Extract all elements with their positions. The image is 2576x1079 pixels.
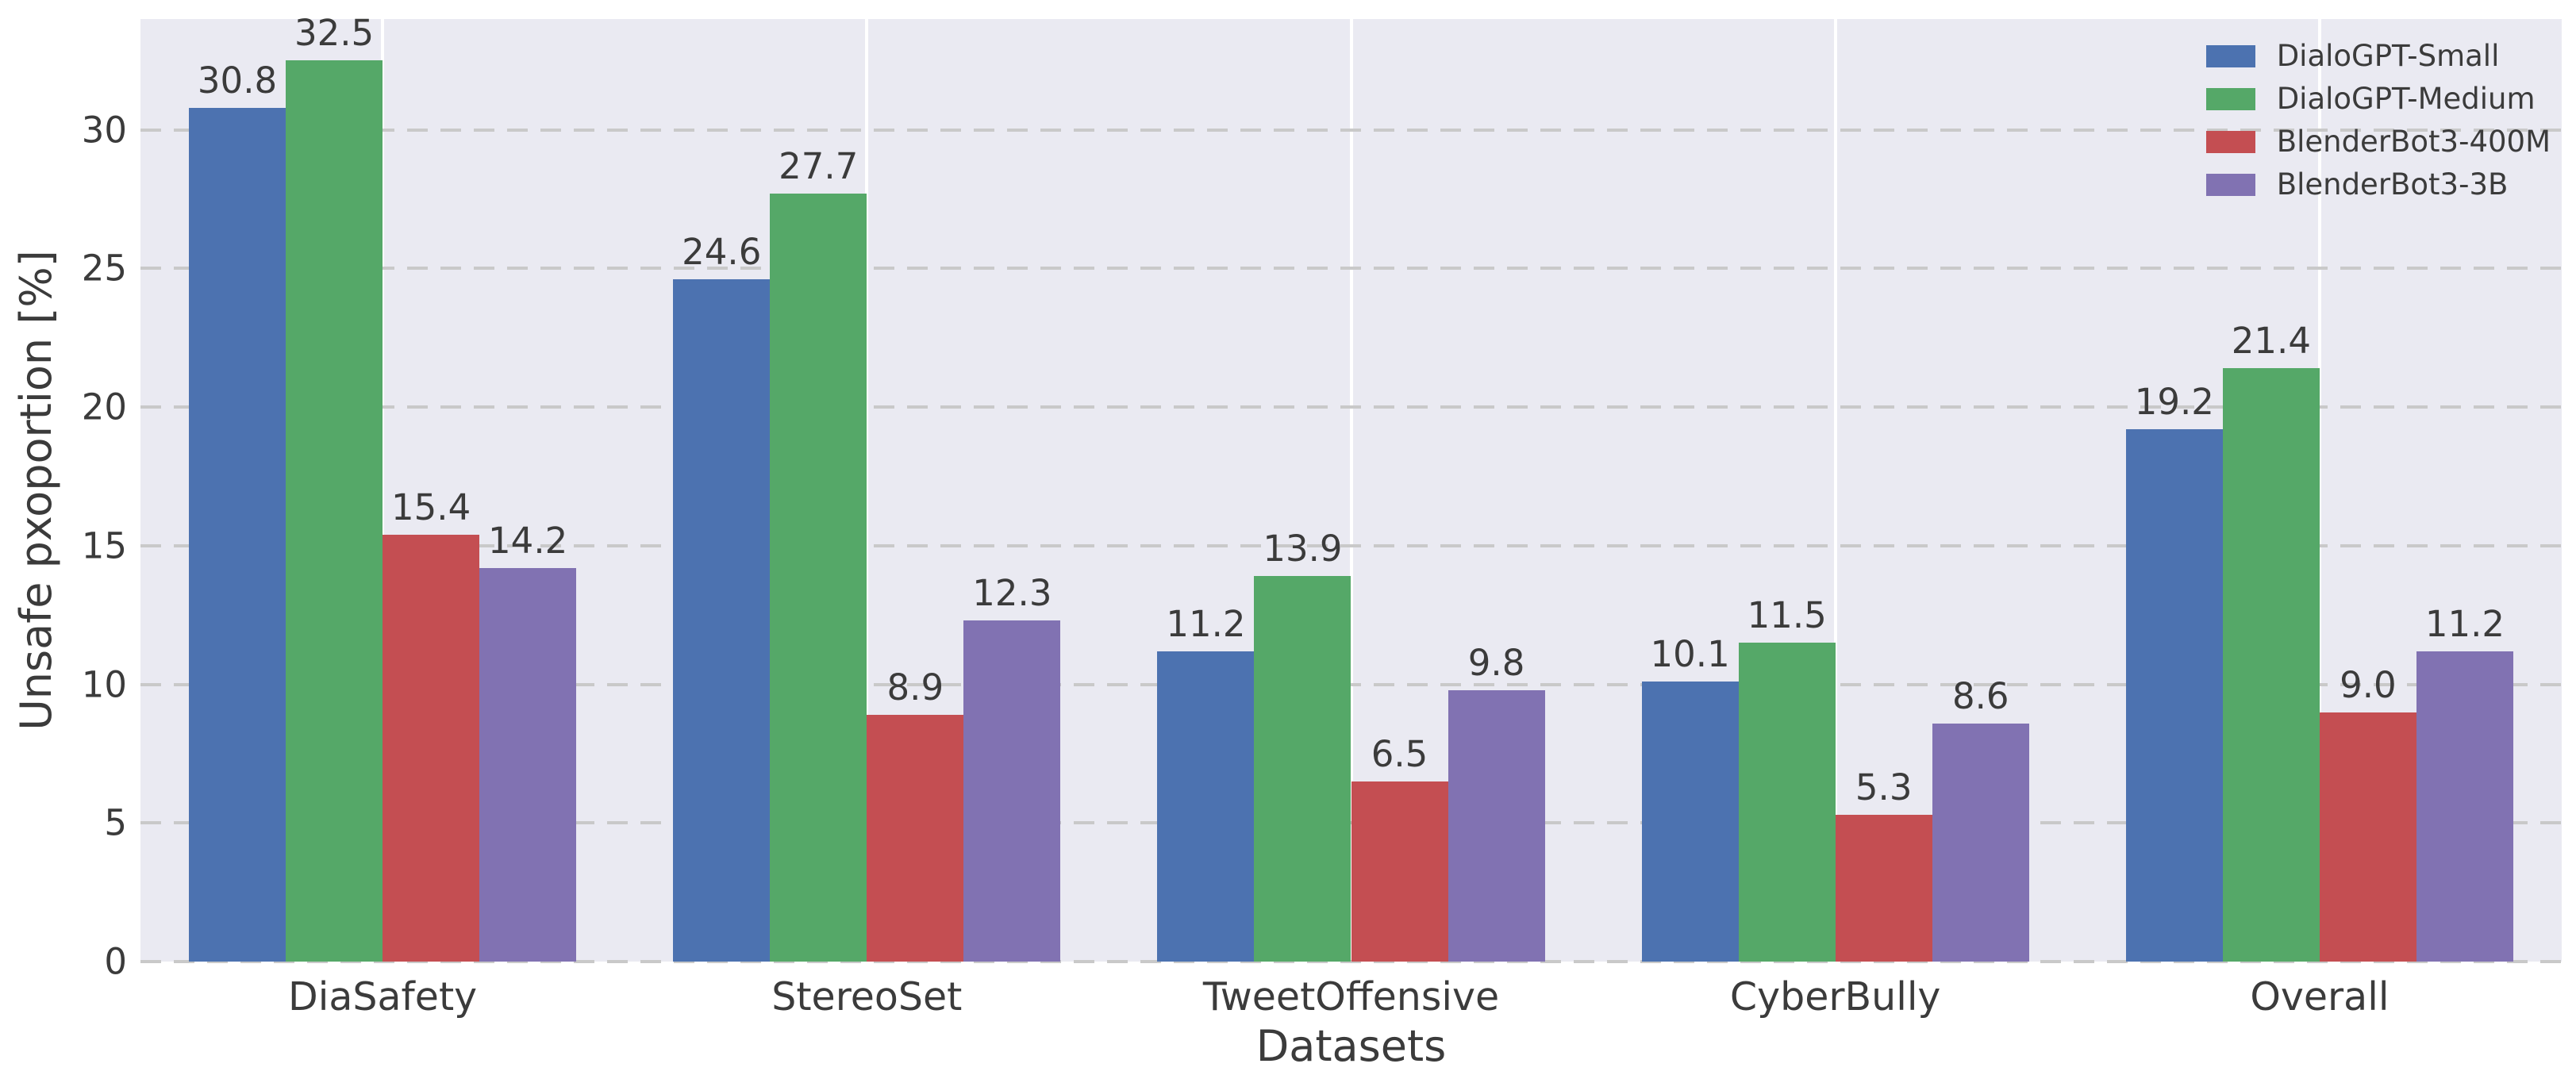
- bar-BlenderBot3-3B-Overall: [2416, 651, 2513, 962]
- horizontal-gridline: [140, 267, 2562, 271]
- bar-DialoGPT-Medium-CyberBully: [1738, 643, 1836, 962]
- bar-value-label: 19.2: [2134, 381, 2214, 424]
- plot-area: 30.8 24.6 11.2 10.1 19.2 32.5 27.7 13.9 11.5 21.4…: [140, 15, 2562, 963]
- bar-value-label: 32.5: [294, 12, 375, 55]
- y-tick-label: 20: [81, 386, 127, 428]
- legend-item-DialoGPT-Small: DialoGPT-Small: [2205, 39, 2551, 73]
- value-labels-layer: 30.8 24.6 11.2 10.1 19.2 32.5 27.7 13.9 11.5 21.4…: [140, 15, 2562, 962]
- x-axis-tick-labels: DiaSafety StereoSet TweetOffensive CyberBul…: [140, 977, 2562, 1025]
- vertical-gridline: [865, 19, 869, 962]
- bar-BlenderBot3-3B-TweetOffensive: [1448, 689, 1545, 962]
- vertical-gridline: [381, 19, 385, 962]
- vertical-gridline: [1833, 19, 1837, 962]
- vertical-gridline: [1349, 19, 1353, 962]
- horizontal-gridline: [140, 405, 2562, 409]
- bar-DialoGPT-Medium-TweetOffensive: [1254, 576, 1351, 962]
- legend-label: BlenderBot3-3B: [2276, 167, 2509, 202]
- bar-DialoGPT-Medium-DiaSafety: [286, 60, 383, 962]
- bar-BlenderBot3-3B-StereoSet: [963, 620, 1061, 962]
- bar-value-label: 13.9: [1263, 528, 1343, 570]
- bar-value-label: 12.3: [972, 572, 1052, 615]
- horizontal-gridline: [140, 543, 2562, 547]
- x-axis-title: Datasets: [1255, 1021, 1447, 1071]
- legend: DialoGPT-Small DialoGPT-Medium BlenderBot3…: [2205, 39, 2551, 202]
- legend-item-DialoGPT-Medium: DialoGPT-Medium: [2205, 82, 2551, 116]
- bar-DialoGPT-Small-CyberBully: [1641, 682, 1739, 962]
- bar-value-label: 21.4: [2231, 320, 2311, 363]
- vertical-gridline: [2317, 19, 2321, 962]
- legend-label: DialoGPT-Small: [2276, 39, 2500, 73]
- x-tick-label: Overall: [2250, 974, 2390, 1019]
- bar-value-label: 24.6: [682, 231, 762, 274]
- horizontal-gridline: [140, 960, 2562, 963]
- bar-DialoGPT-Small-StereoSet: [673, 279, 771, 962]
- bar-value-label: 14.2: [488, 519, 568, 562]
- bar-value-label: 11.5: [1747, 594, 1827, 637]
- bar-value-label: 30.8: [197, 59, 278, 102]
- legend-item-BlenderBot3-3B: BlenderBot3-3B: [2205, 167, 2551, 202]
- bar-BlenderBot3-400M-Overall: [2319, 712, 2416, 962]
- bar-value-label: 11.2: [1166, 602, 1246, 645]
- bar-value-label: 11.2: [2424, 602, 2505, 645]
- bar-BlenderBot3-3B-DiaSafety: [479, 567, 577, 962]
- bar-BlenderBot3-400M-CyberBully: [1835, 814, 1932, 962]
- bar-value-label: 8.6: [1951, 674, 2009, 717]
- legend-swatch: [2205, 130, 2255, 153]
- bar-value-label: 27.7: [779, 145, 859, 188]
- horizontal-gridline: [140, 682, 2562, 686]
- bar-value-label: 9.8: [1467, 641, 1525, 684]
- y-tick-label: 25: [81, 247, 127, 290]
- vertical-gridlines-layer: [140, 19, 2562, 962]
- bar-value-label: 6.5: [1371, 732, 1428, 775]
- y-tick-label: 10: [81, 663, 127, 706]
- bar-value-label: 9.0: [2340, 663, 2397, 706]
- legend-swatch: [2205, 173, 2255, 196]
- y-tick-label: 15: [81, 524, 127, 567]
- bar-DialoGPT-Medium-StereoSet: [770, 194, 867, 962]
- legend-swatch: [2205, 44, 2255, 67]
- legend-item-BlenderBot3-400M: BlenderBot3-400M: [2205, 125, 2551, 159]
- bar-value-label: 15.4: [391, 486, 471, 528]
- bar-BlenderBot3-400M-DiaSafety: [383, 534, 480, 962]
- legend-swatch: [2205, 87, 2255, 110]
- horizontal-gridline: [140, 128, 2562, 132]
- bar-DialoGPT-Medium-Overall: [2222, 368, 2320, 962]
- bar-DialoGPT-Small-TweetOffensive: [1157, 651, 1255, 962]
- bar-BlenderBot3-400M-TweetOffensive: [1351, 781, 1448, 962]
- legend-label: BlenderBot3-400M: [2276, 125, 2551, 159]
- bar-DialoGPT-Small-Overall: [2125, 429, 2223, 962]
- y-tick-label: 30: [81, 109, 127, 152]
- bar-value-label: 10.1: [1650, 633, 1730, 676]
- x-tick-label: DiaSafety: [288, 974, 478, 1019]
- bar-value-label: 8.9: [886, 666, 944, 709]
- bar-BlenderBot3-3B-CyberBully: [1932, 723, 2029, 962]
- x-tick-label: TweetOffensive: [1202, 974, 1500, 1019]
- legend-label: DialoGPT-Medium: [2276, 82, 2536, 116]
- x-tick-label: StereoSet: [771, 974, 963, 1019]
- x-tick-label: CyberBully: [1729, 974, 1941, 1019]
- bar-DialoGPT-Small-DiaSafety: [189, 107, 286, 962]
- y-axis-tick-labels: 0 5 10 15 20 25 30: [0, 19, 127, 979]
- bar-value-label: 5.3: [1855, 766, 1913, 808]
- y-tick-label: 5: [104, 801, 127, 844]
- bars-layer: [140, 19, 2562, 962]
- bar-BlenderBot3-400M-StereoSet: [867, 715, 964, 962]
- y-tick-label: 0: [104, 940, 127, 983]
